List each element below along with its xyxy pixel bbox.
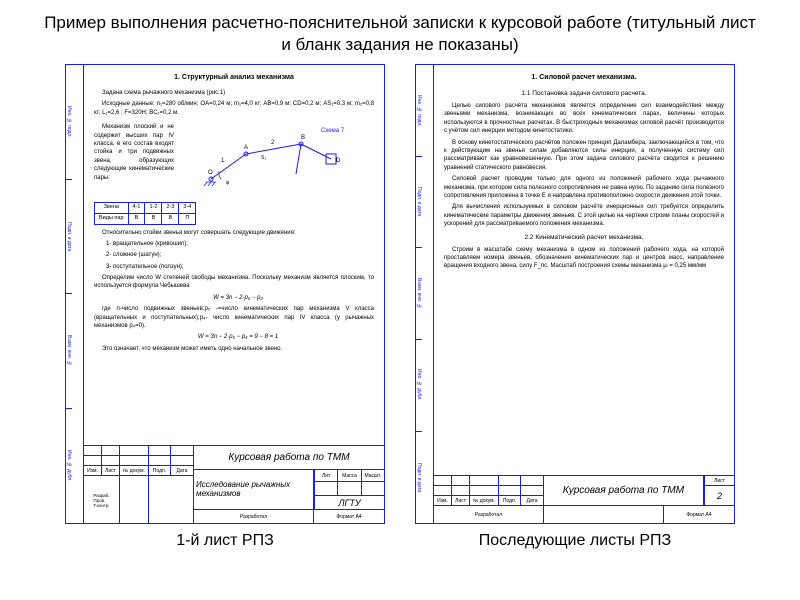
side-label: Инв. № дубл. bbox=[66, 409, 72, 524]
formula: W = 3n − 2·p₅ − p₄ bbox=[94, 294, 374, 302]
td: В bbox=[145, 213, 162, 224]
side-label: Подп. и дата bbox=[416, 432, 422, 524]
stamp-name: Исследование рычажных механизмов bbox=[194, 470, 314, 509]
paragraph: Относительно стойки звенья могут соверша… bbox=[94, 229, 374, 237]
stamp-cell: Формат А4 bbox=[314, 510, 384, 524]
kinematic-pairs-table: Звена 4-1 1-2 2-3 3-4 Виды пар В В В П bbox=[94, 202, 196, 224]
side-label: Подп. и дата bbox=[66, 180, 72, 295]
th: 2-3 bbox=[162, 203, 179, 214]
stamp-cell: Масса bbox=[338, 470, 361, 481]
paragraph: Силовой расчет проводим только для одног… bbox=[444, 175, 724, 200]
side-label: Взам. инв. № bbox=[416, 248, 422, 340]
stamp-label: Лист bbox=[102, 466, 120, 475]
svg-text:D: D bbox=[336, 158, 341, 164]
slide-title: Пример выполнения расчетно-пояснительной… bbox=[0, 0, 800, 64]
page-2: Инв. № подл. Подп. и дата Взам. инв. № И… bbox=[415, 64, 735, 524]
th: 4-1 bbox=[128, 203, 145, 214]
subsection-heading: 1.1 Постановка задачи силового расчета. bbox=[444, 89, 724, 98]
stamp-label: Лист bbox=[452, 496, 470, 505]
stamp-cell: Разработал bbox=[434, 506, 543, 524]
title-block-large: Изм. Лист № докум. Подп. Дата Разраб.Про… bbox=[84, 445, 384, 523]
paragraph: где n-число подвижных звеньев;p₅ -=число… bbox=[94, 305, 374, 330]
title-block-small: Изм. Лист № докум. Подп. Дата Разработал… bbox=[434, 475, 734, 523]
paragraph: Исходные данные: n₁=280 об/мин; OA=0,24 … bbox=[94, 100, 374, 117]
section-heading: 1. Силовой расчет механизма. bbox=[444, 73, 724, 83]
list-item: 3- поступательное (ползун); bbox=[94, 263, 374, 271]
list-item: 1- вращательное (кривошип); bbox=[94, 240, 374, 248]
stamp-label: Изм. bbox=[84, 466, 102, 475]
paragraph: Определим число W степеней свободы механ… bbox=[94, 274, 374, 291]
stamp-title: Курсовая работа по ТММ bbox=[544, 476, 704, 505]
paragraph: Строим в масштабе схему механизма в одно… bbox=[444, 246, 724, 271]
pages-container: Инв. № подл. Подп. и дата Взам. инв. № И… bbox=[0, 64, 800, 524]
stamp-label: № докум. bbox=[470, 496, 499, 505]
stamp-cell: Лит bbox=[315, 470, 338, 481]
paragraph: Задана схема рычажного механизма (рис.1) bbox=[94, 89, 374, 97]
paragraph: Это означает, что механизм может иметь о… bbox=[94, 345, 374, 353]
td: П bbox=[179, 213, 196, 224]
svg-text:O: O bbox=[208, 170, 213, 176]
td: В bbox=[128, 213, 145, 224]
side-label: Инв. № подл. bbox=[66, 65, 72, 180]
stamp-org: ЛГТУ bbox=[315, 496, 384, 510]
stamp-cell: Масшт. bbox=[362, 470, 384, 481]
section-heading: 1. Структурный анализ механизма bbox=[94, 73, 374, 83]
formula: W = 3n − 2·p₅ − p₄ = 9 − 8 = 1 bbox=[94, 333, 374, 341]
subsection-heading: 2.2 Кинематический расчет механизма. bbox=[444, 233, 724, 242]
side-label: Взам. инв. № bbox=[66, 294, 72, 409]
side-strip-2: Инв. № подл. Подп. и дата Взам. инв. № И… bbox=[416, 65, 434, 523]
paragraph: Механизм плоский и не содержит высших па… bbox=[94, 123, 174, 195]
stamp-label: Подп. bbox=[149, 466, 171, 475]
list-item: 2- сложное (шатун); bbox=[94, 251, 374, 259]
stamp-label: № докум. bbox=[120, 466, 149, 475]
svg-text:2: 2 bbox=[271, 140, 275, 146]
svg-text:1: 1 bbox=[221, 158, 225, 164]
stamp-cell: Формат А4 bbox=[664, 506, 734, 524]
th: 3-4 bbox=[179, 203, 196, 214]
td: Виды пар bbox=[95, 213, 129, 224]
svg-text:A: A bbox=[244, 145, 248, 151]
td: В bbox=[162, 213, 179, 224]
svg-text:S₂: S₂ bbox=[261, 155, 266, 161]
caption-2: Последующие листы РПЗ bbox=[415, 532, 735, 550]
paragraph: В основу кинетостатического расчётов пол… bbox=[444, 139, 724, 173]
th: Звена bbox=[95, 203, 129, 214]
side-label: Инв. № подл. bbox=[416, 65, 422, 157]
diagram-label: Схема 7 bbox=[321, 128, 345, 134]
th: 1-2 bbox=[145, 203, 162, 214]
side-label: Инв. № дубл. bbox=[416, 340, 422, 432]
paragraph: Целью силового расчёта механизмов являет… bbox=[444, 102, 724, 136]
stamp-title: Курсовая работа по ТММ bbox=[194, 446, 384, 469]
page-1: Инв. № подл. Подп. и дата Взам. инв. № И… bbox=[65, 64, 385, 524]
paragraph: Для вычисления используемых в силовом ра… bbox=[444, 203, 724, 228]
stamp-label: Дата bbox=[521, 496, 543, 505]
stamp-label: Подп. bbox=[499, 496, 521, 505]
stamp-label: Дата bbox=[171, 466, 193, 475]
stamp-cell: Разработал bbox=[194, 510, 314, 524]
svg-text:B: B bbox=[301, 135, 305, 141]
caption-1: 1-й лист РПЗ bbox=[65, 532, 385, 550]
stamp-label: Изм. bbox=[434, 496, 452, 505]
side-strip-1: Инв. № подл. Подп. и дата Взам. инв. № И… bbox=[66, 65, 84, 523]
side-label: Подп. и дата bbox=[416, 157, 422, 249]
svg-text:φ: φ bbox=[226, 180, 230, 186]
captions: 1-й лист РПЗ Последующие листы РПЗ bbox=[0, 524, 800, 550]
mechanism-diagram: Схема 7 O A 2 bbox=[201, 124, 351, 194]
